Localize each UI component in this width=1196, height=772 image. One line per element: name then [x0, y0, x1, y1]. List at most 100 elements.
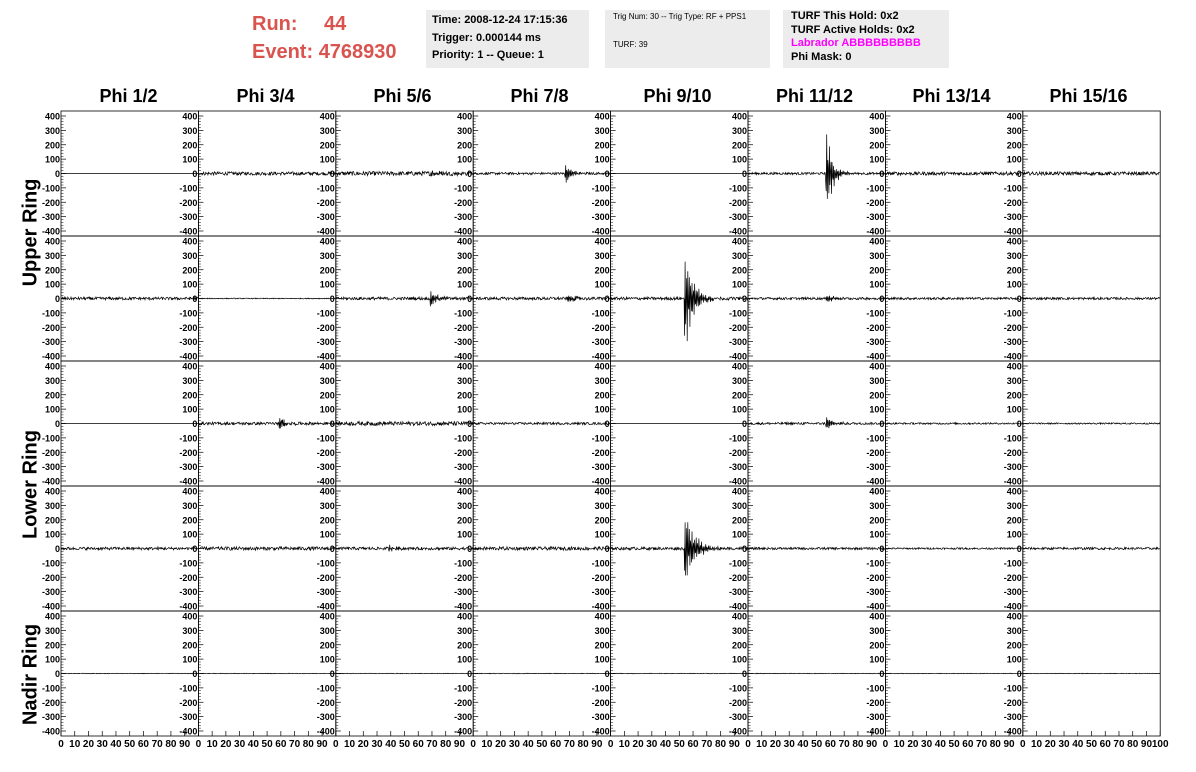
waveform-trace	[198, 170, 337, 177]
phi-label-7: Phi 13/14	[912, 86, 991, 106]
x-tick-label: 10	[481, 739, 493, 750]
y-tick-label: 300	[595, 376, 610, 386]
y-tick-label: -100	[1004, 683, 1022, 693]
y-tick-label: 100	[732, 155, 747, 165]
y-tick-label: 400	[1007, 612, 1022, 622]
y-tick-label: -100	[592, 433, 610, 443]
y-tick-label: 400	[595, 487, 610, 497]
y-tick-label: 200	[45, 140, 60, 150]
waveform-trace	[885, 296, 1024, 301]
y-tick-label: -200	[317, 448, 335, 458]
turf-info-box: TURF This Hold: 0x2 TURF Active Holds: 0…	[783, 10, 949, 68]
x-tick-label: 10	[894, 739, 906, 750]
y-tick-label: 300	[45, 376, 60, 386]
x-tick-label: 40	[935, 739, 947, 750]
y-tick-label: 0	[55, 419, 60, 429]
y-tick-label: 300	[320, 126, 335, 136]
waveform-trace	[472, 295, 611, 302]
y-tick-label: -100	[866, 308, 884, 318]
y-tick-label: 100	[595, 155, 610, 165]
y-tick-label: -400	[866, 602, 884, 612]
y-tick-label: 200	[732, 265, 747, 275]
waveform-trace	[335, 420, 474, 427]
y-tick-label: 200	[1007, 640, 1022, 650]
trigger-text: Trigger: 0.000144 ms	[432, 31, 541, 44]
waveform-trace	[747, 546, 886, 551]
y-tick-label: -300	[179, 712, 197, 722]
y-tick-label: 300	[869, 251, 884, 261]
y-tick-label: 100	[45, 280, 60, 290]
y-tick-label: 100	[320, 655, 335, 665]
y-tick-label: 400	[320, 487, 335, 497]
y-tick-label: -300	[592, 712, 610, 722]
y-tick-label: 200	[320, 140, 335, 150]
y-tick-label: 400	[320, 362, 335, 372]
y-tick-label: 100	[595, 655, 610, 665]
y-tick-label: -200	[592, 323, 610, 333]
y-tick-label: 200	[1007, 390, 1022, 400]
x-tick-label: 70	[152, 739, 164, 750]
y-tick-label: -300	[1004, 337, 1022, 347]
y-tick-label: -200	[454, 198, 472, 208]
y-tick-label: 100	[320, 280, 335, 290]
y-tick-label: 100	[732, 530, 747, 540]
y-tick-label: 200	[457, 640, 472, 650]
y-tick-label: -400	[592, 602, 610, 612]
y-tick-label: -100	[1004, 183, 1022, 193]
y-tick-label: 400	[320, 112, 335, 122]
y-tick-label: 0	[742, 419, 747, 429]
y-tick-label: 200	[182, 140, 197, 150]
y-tick-label: 100	[595, 405, 610, 415]
labrador-text: Labrador ABBBBBBBBB	[791, 37, 921, 49]
y-tick-label: 200	[595, 140, 610, 150]
y-tick-label: -400	[317, 227, 335, 237]
y-tick-label: 0	[467, 169, 472, 179]
phi-label-2: Phi 3/4	[236, 86, 295, 106]
y-tick-label: 400	[1007, 237, 1022, 247]
x-tick-label: 90	[1141, 739, 1153, 750]
y-tick-label: -300	[454, 462, 472, 472]
x-tick-label: 80	[440, 739, 452, 750]
y-tick-label: -200	[592, 698, 610, 708]
y-tick-label: 100	[595, 280, 610, 290]
y-tick-label: -100	[866, 183, 884, 193]
y-tick-label: 400	[457, 612, 472, 622]
y-tick-label: -300	[1004, 212, 1022, 222]
y-tick-label: 400	[182, 487, 197, 497]
x-tick-label: 50	[262, 739, 274, 750]
x-tick-label: 40	[797, 739, 809, 750]
y-tick-label: -200	[317, 573, 335, 583]
y-tick-label: 0	[330, 294, 335, 304]
x-tick-label: 30	[646, 739, 658, 750]
y-tick-label: 200	[45, 640, 60, 650]
y-tick-label: 200	[182, 265, 197, 275]
y-tick-label: -100	[866, 433, 884, 443]
y-tick-label: 100	[45, 155, 60, 165]
y-tick-label: -400	[179, 227, 197, 237]
y-tick-label: -100	[179, 183, 197, 193]
y-tick-label: 200	[320, 640, 335, 650]
y-tick-label: 100	[1007, 530, 1022, 540]
y-tick-label: 100	[45, 655, 60, 665]
y-tick-label: 0	[330, 419, 335, 429]
y-tick-label: 100	[457, 155, 472, 165]
waveform-trace	[747, 417, 886, 429]
y-tick-label: 300	[1007, 626, 1022, 636]
y-tick-label: 200	[869, 265, 884, 275]
y-tick-label: -300	[317, 587, 335, 597]
y-tick-label: -300	[317, 212, 335, 222]
y-tick-label: -400	[592, 352, 610, 362]
y-tick-label: -200	[42, 698, 60, 708]
x-tick-label: 70	[839, 739, 851, 750]
y-tick-label: 200	[595, 515, 610, 525]
y-tick-label: 300	[182, 501, 197, 511]
run-line: Run: 44	[252, 10, 397, 38]
y-tick-label: 400	[732, 112, 747, 122]
y-tick-label: 400	[869, 237, 884, 247]
y-tick-label: -100	[454, 433, 472, 443]
y-tick-label: -100	[454, 183, 472, 193]
y-tick-label: -400	[866, 227, 884, 237]
y-tick-label: -400	[1004, 352, 1022, 362]
y-tick-label: -100	[729, 558, 747, 568]
